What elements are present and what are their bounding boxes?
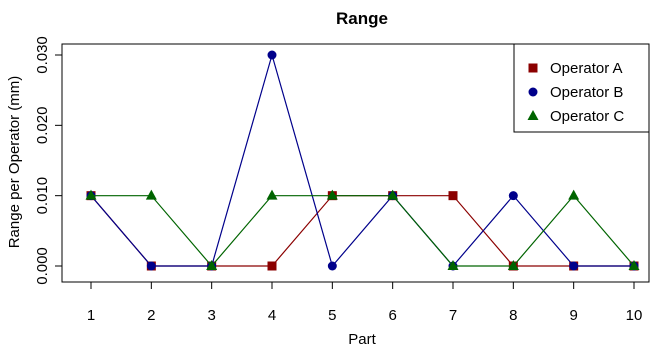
x-tick-label: 2 xyxy=(147,307,155,324)
x-axis: 1 2 3 4 5 6 7 8 9 10 xyxy=(87,281,643,324)
x-tick-label: 9 xyxy=(569,307,577,324)
data-point xyxy=(628,260,640,270)
y-tick-label: 0.010 xyxy=(34,177,51,215)
x-tick-label: 4 xyxy=(268,307,276,324)
x-tick-label: 5 xyxy=(328,307,336,324)
x-axis-title: Part xyxy=(348,331,376,348)
data-point xyxy=(447,260,459,270)
data-point xyxy=(387,189,399,200)
data-point xyxy=(507,260,519,270)
legend-box xyxy=(513,43,650,133)
data-point xyxy=(326,189,338,200)
data-point xyxy=(206,260,218,270)
series-line xyxy=(91,194,635,267)
data-point xyxy=(145,189,157,200)
y-tick-label: 0.000 xyxy=(34,247,51,285)
data-point xyxy=(568,189,580,200)
y-axis-title: Range per Operator (mm) xyxy=(6,76,23,249)
legend-marker xyxy=(527,110,539,120)
legend-label: Operator B xyxy=(550,84,623,101)
legend-label: Operator A xyxy=(550,60,623,77)
legend: Operator A Operator B Operator C xyxy=(513,43,650,133)
chart-title: Range xyxy=(336,9,388,28)
x-tick-label: 10 xyxy=(626,307,643,324)
data-point xyxy=(266,189,278,200)
y-tick-label: 0.020 xyxy=(34,107,51,145)
legend-marker xyxy=(528,63,538,73)
legend-label: Operator C xyxy=(550,108,624,125)
data-point xyxy=(85,189,97,200)
data-point xyxy=(267,50,277,60)
legend-marker xyxy=(528,87,538,97)
data-point xyxy=(267,261,277,271)
data-point xyxy=(569,261,579,271)
y-axis: 0.000 0.010 0.020 0.030 xyxy=(34,36,63,285)
x-tick-label: 8 xyxy=(509,307,517,324)
x-tick-label: 3 xyxy=(207,307,215,324)
series-layer xyxy=(85,50,640,271)
data-point xyxy=(508,191,518,201)
data-point xyxy=(327,261,337,271)
data-point xyxy=(146,261,156,271)
y-tick-label: 0.030 xyxy=(34,36,51,74)
plot-frame xyxy=(61,43,650,283)
series-operator-c xyxy=(85,189,640,270)
data-point xyxy=(448,191,458,201)
x-tick-label: 6 xyxy=(388,307,396,324)
x-tick-label: 7 xyxy=(449,307,457,324)
x-tick-label: 1 xyxy=(87,307,95,324)
